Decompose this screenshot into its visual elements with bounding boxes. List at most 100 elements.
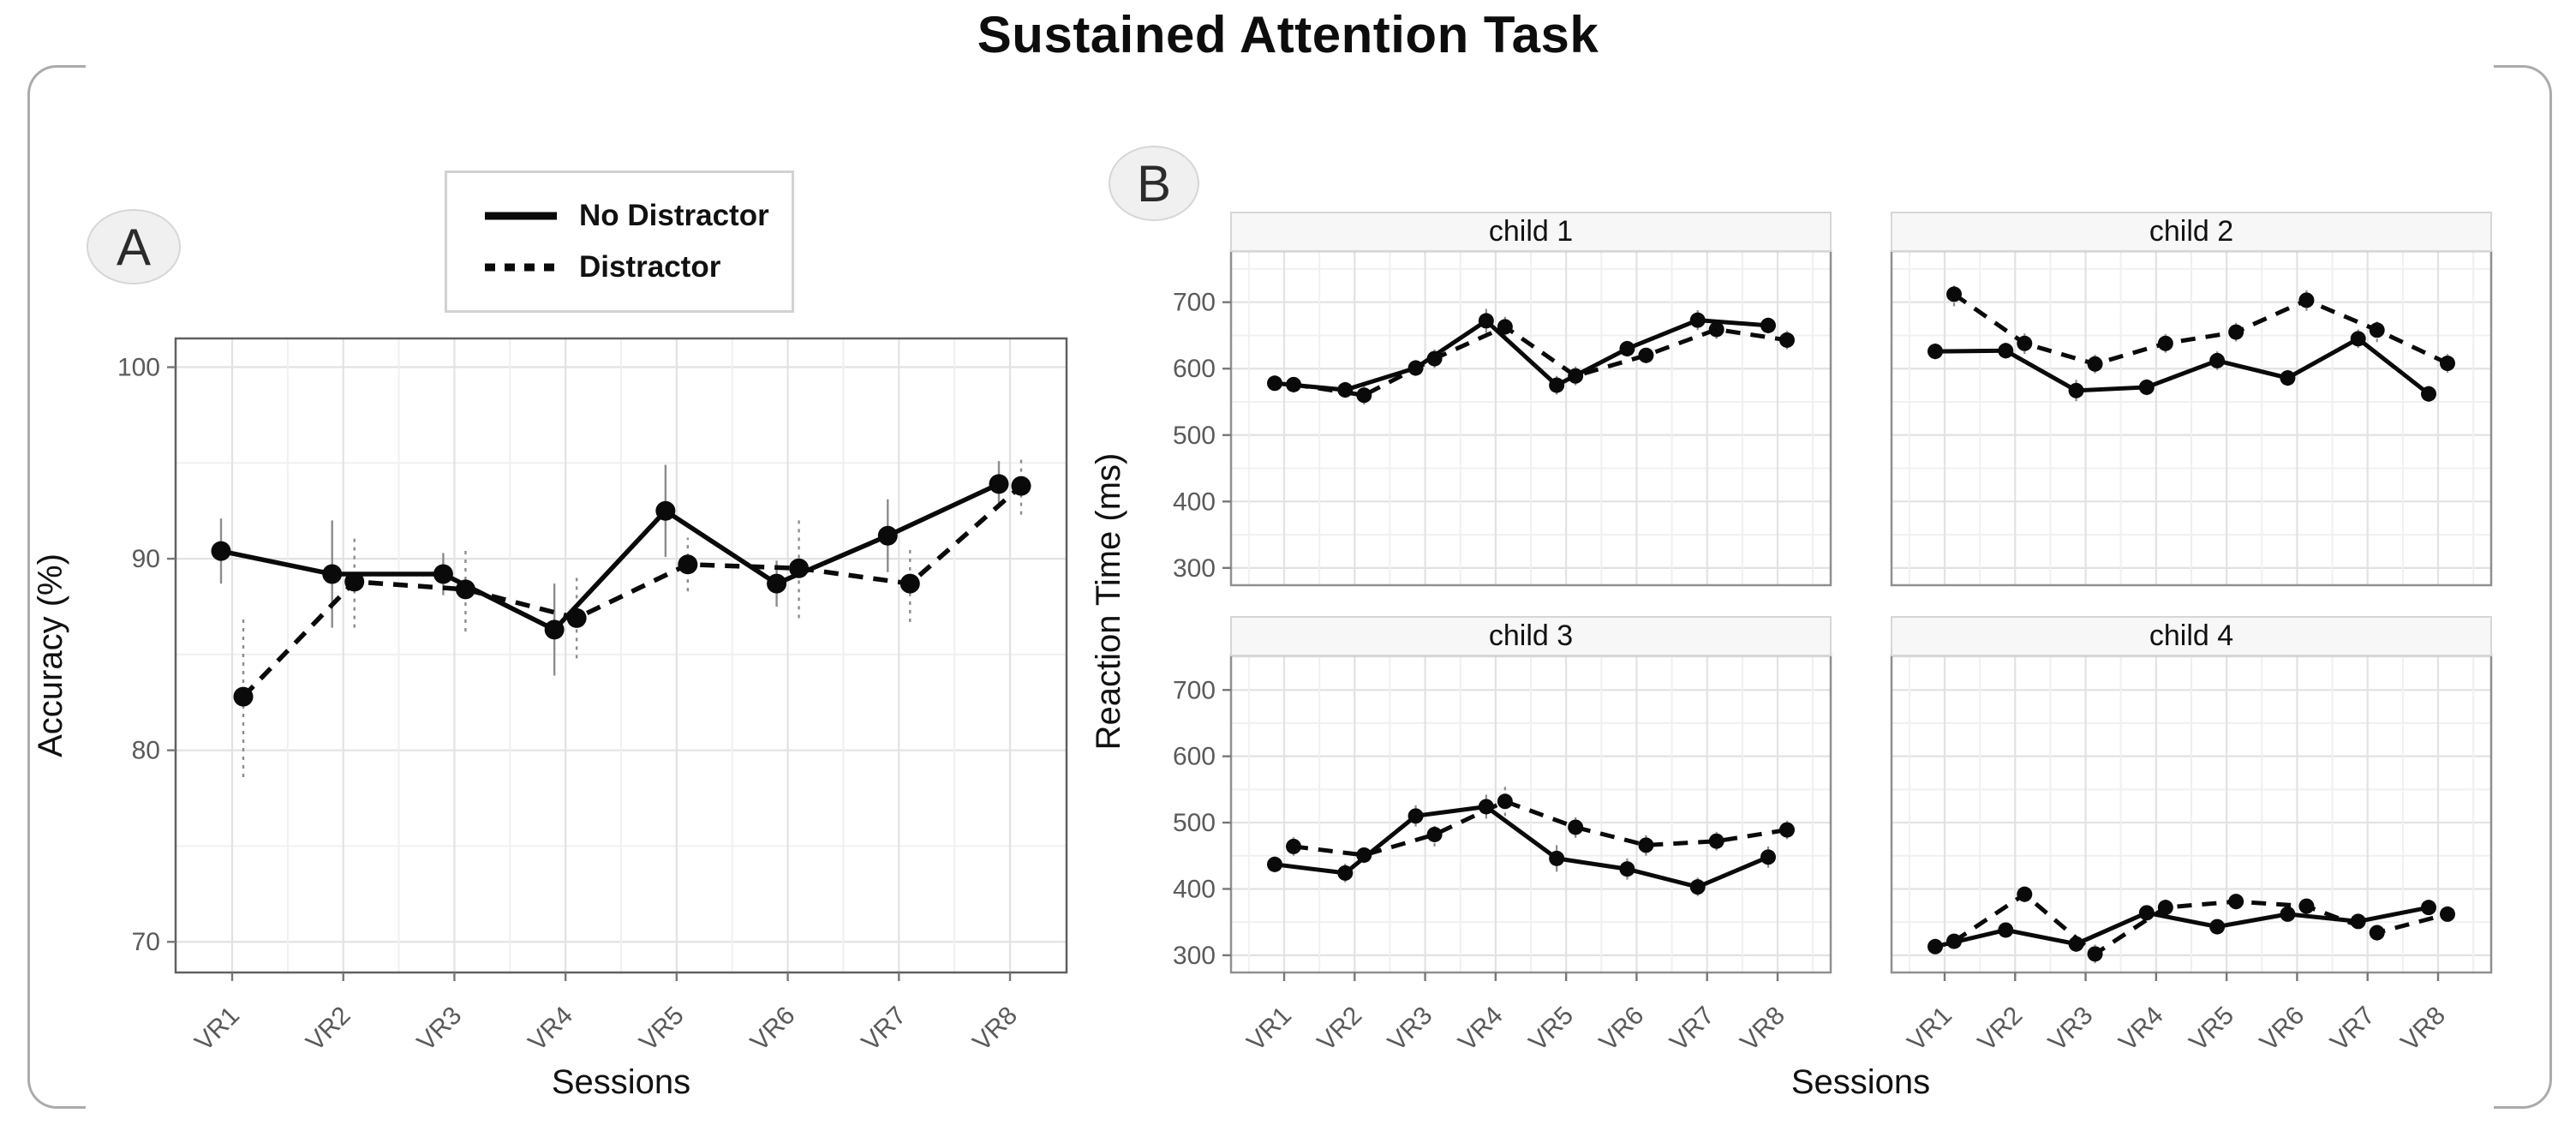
series-line-solid [1934, 336, 2430, 396]
data-point [344, 571, 365, 592]
data-point [1549, 850, 1565, 866]
svg-text:VR7: VR7 [1665, 1002, 1720, 1057]
data-point [2298, 292, 2315, 308]
data-point [2209, 352, 2226, 368]
svg-text:VR2: VR2 [1973, 1002, 2029, 1057]
series-line-dashed [242, 484, 1023, 698]
svg-text:VR8: VR8 [967, 1002, 1023, 1057]
svg-text:300: 300 [1173, 554, 1216, 583]
series-line-solid [1934, 905, 2430, 949]
data-point [2228, 894, 2244, 910]
svg-text:70: 70 [132, 928, 160, 956]
svg-text:500: 500 [1173, 422, 1216, 450]
svg-text:100: 100 [117, 354, 160, 382]
legend: No Distractor Distractor [445, 171, 794, 313]
facet-strip-label-child-3: child 3 [1489, 619, 1573, 652]
data-point [2440, 356, 2455, 372]
data-point [989, 474, 1009, 494]
data-point [2298, 898, 2315, 914]
data-point [1638, 347, 1654, 363]
data-point [1011, 476, 1031, 496]
svg-text:700: 700 [1173, 289, 1216, 317]
data-point [1337, 865, 1354, 881]
data-point [1286, 376, 1301, 392]
legend-label: No Distractor [579, 199, 769, 232]
data-point [2068, 936, 2084, 952]
svg-text:400: 400 [1173, 875, 1216, 903]
svg-text:VR5: VR5 [2184, 1002, 2239, 1057]
svg-text:VR3: VR3 [1383, 1002, 1438, 1057]
data-point [1426, 350, 1443, 367]
series-line-dashed [1293, 799, 1788, 858]
data-point [678, 554, 698, 575]
data-point [655, 500, 676, 521]
data-point [455, 579, 475, 600]
data-point [2350, 331, 2366, 347]
data-point [2350, 913, 2366, 930]
svg-text:VR1: VR1 [1902, 1002, 1957, 1057]
facet-strip-label-child-1: child 1 [1489, 215, 1573, 248]
figure-title: Sustained Attention Task [977, 6, 1599, 63]
facet-strip-child-2 [1891, 212, 2492, 252]
series-lines [1934, 292, 2449, 396]
data-point [2017, 335, 2033, 351]
data-point [322, 564, 343, 584]
svg-text:90: 90 [132, 545, 160, 573]
data-point [1497, 319, 1513, 335]
data-point [1267, 375, 1282, 392]
svg-text:VR4: VR4 [523, 1002, 578, 1057]
solid-line-swatch-icon [485, 212, 557, 220]
data-point [1708, 833, 1724, 849]
series-lines [1934, 891, 2448, 957]
data-point [2017, 886, 2033, 902]
data-point [2138, 905, 2155, 921]
svg-text:600: 600 [1173, 355, 1216, 383]
data-point [1568, 819, 1584, 835]
data-point [544, 619, 565, 640]
facet-chart-child-3: 300 400 500 600 700 VR1 VR2 VR3 VR4 VR5 VR6 VR7 VR8 [1173, 654, 1832, 1057]
facet-chart-child-2 [1890, 249, 2493, 587]
data-point [767, 573, 787, 594]
data-point [1946, 933, 1962, 949]
data-point [1998, 922, 2014, 938]
svg-text:400: 400 [1173, 488, 1216, 516]
series-lines [1274, 318, 1788, 398]
panel-b-badge: B [1109, 146, 1199, 221]
svg-text:VR1: VR1 [1241, 1002, 1297, 1057]
svg-text:700: 700 [1173, 676, 1216, 704]
data-point [1998, 343, 2014, 359]
data-point [1946, 286, 1962, 302]
data-points [1267, 312, 1795, 404]
data-point [1356, 847, 1372, 863]
data-point [2228, 324, 2244, 340]
data-point [2209, 919, 2226, 935]
data-point [1689, 312, 1706, 328]
data-point [1267, 856, 1282, 872]
legend-item-no-distractor: No Distractor [483, 199, 792, 233]
svg-text:VR4: VR4 [1453, 1002, 1509, 1057]
series-line-dashed [1293, 324, 1788, 398]
panel-a-accuracy-chart: 70 80 90 100 VR1 VR2 VR3 VR4 VR5 VR6 VR7 VR8 [117, 337, 1068, 1057]
panel-b-y-axis-title: Reaction Time (ms) [1090, 453, 1127, 751]
data-point [233, 686, 254, 707]
data-point [1408, 360, 1424, 376]
data-point [789, 558, 810, 578]
data-point [1619, 340, 1635, 356]
data-point [2087, 356, 2103, 372]
data-point [1689, 879, 1706, 895]
svg-text:VR6: VR6 [2255, 1002, 2310, 1057]
data-point [1760, 317, 1776, 333]
data-points [211, 474, 1031, 707]
facet-chart-child-1: 300 400 500 600 700 [1173, 249, 1832, 587]
series-lines [1274, 799, 1788, 889]
svg-text:VR3: VR3 [2043, 1002, 2099, 1057]
svg-text:VR8: VR8 [1735, 1002, 1790, 1057]
data-point [2421, 386, 2436, 402]
data-point [1619, 861, 1635, 877]
data-point [1478, 799, 1494, 815]
data-point [1356, 387, 1372, 404]
data-point [2157, 335, 2173, 351]
grid-lines [176, 338, 1067, 972]
